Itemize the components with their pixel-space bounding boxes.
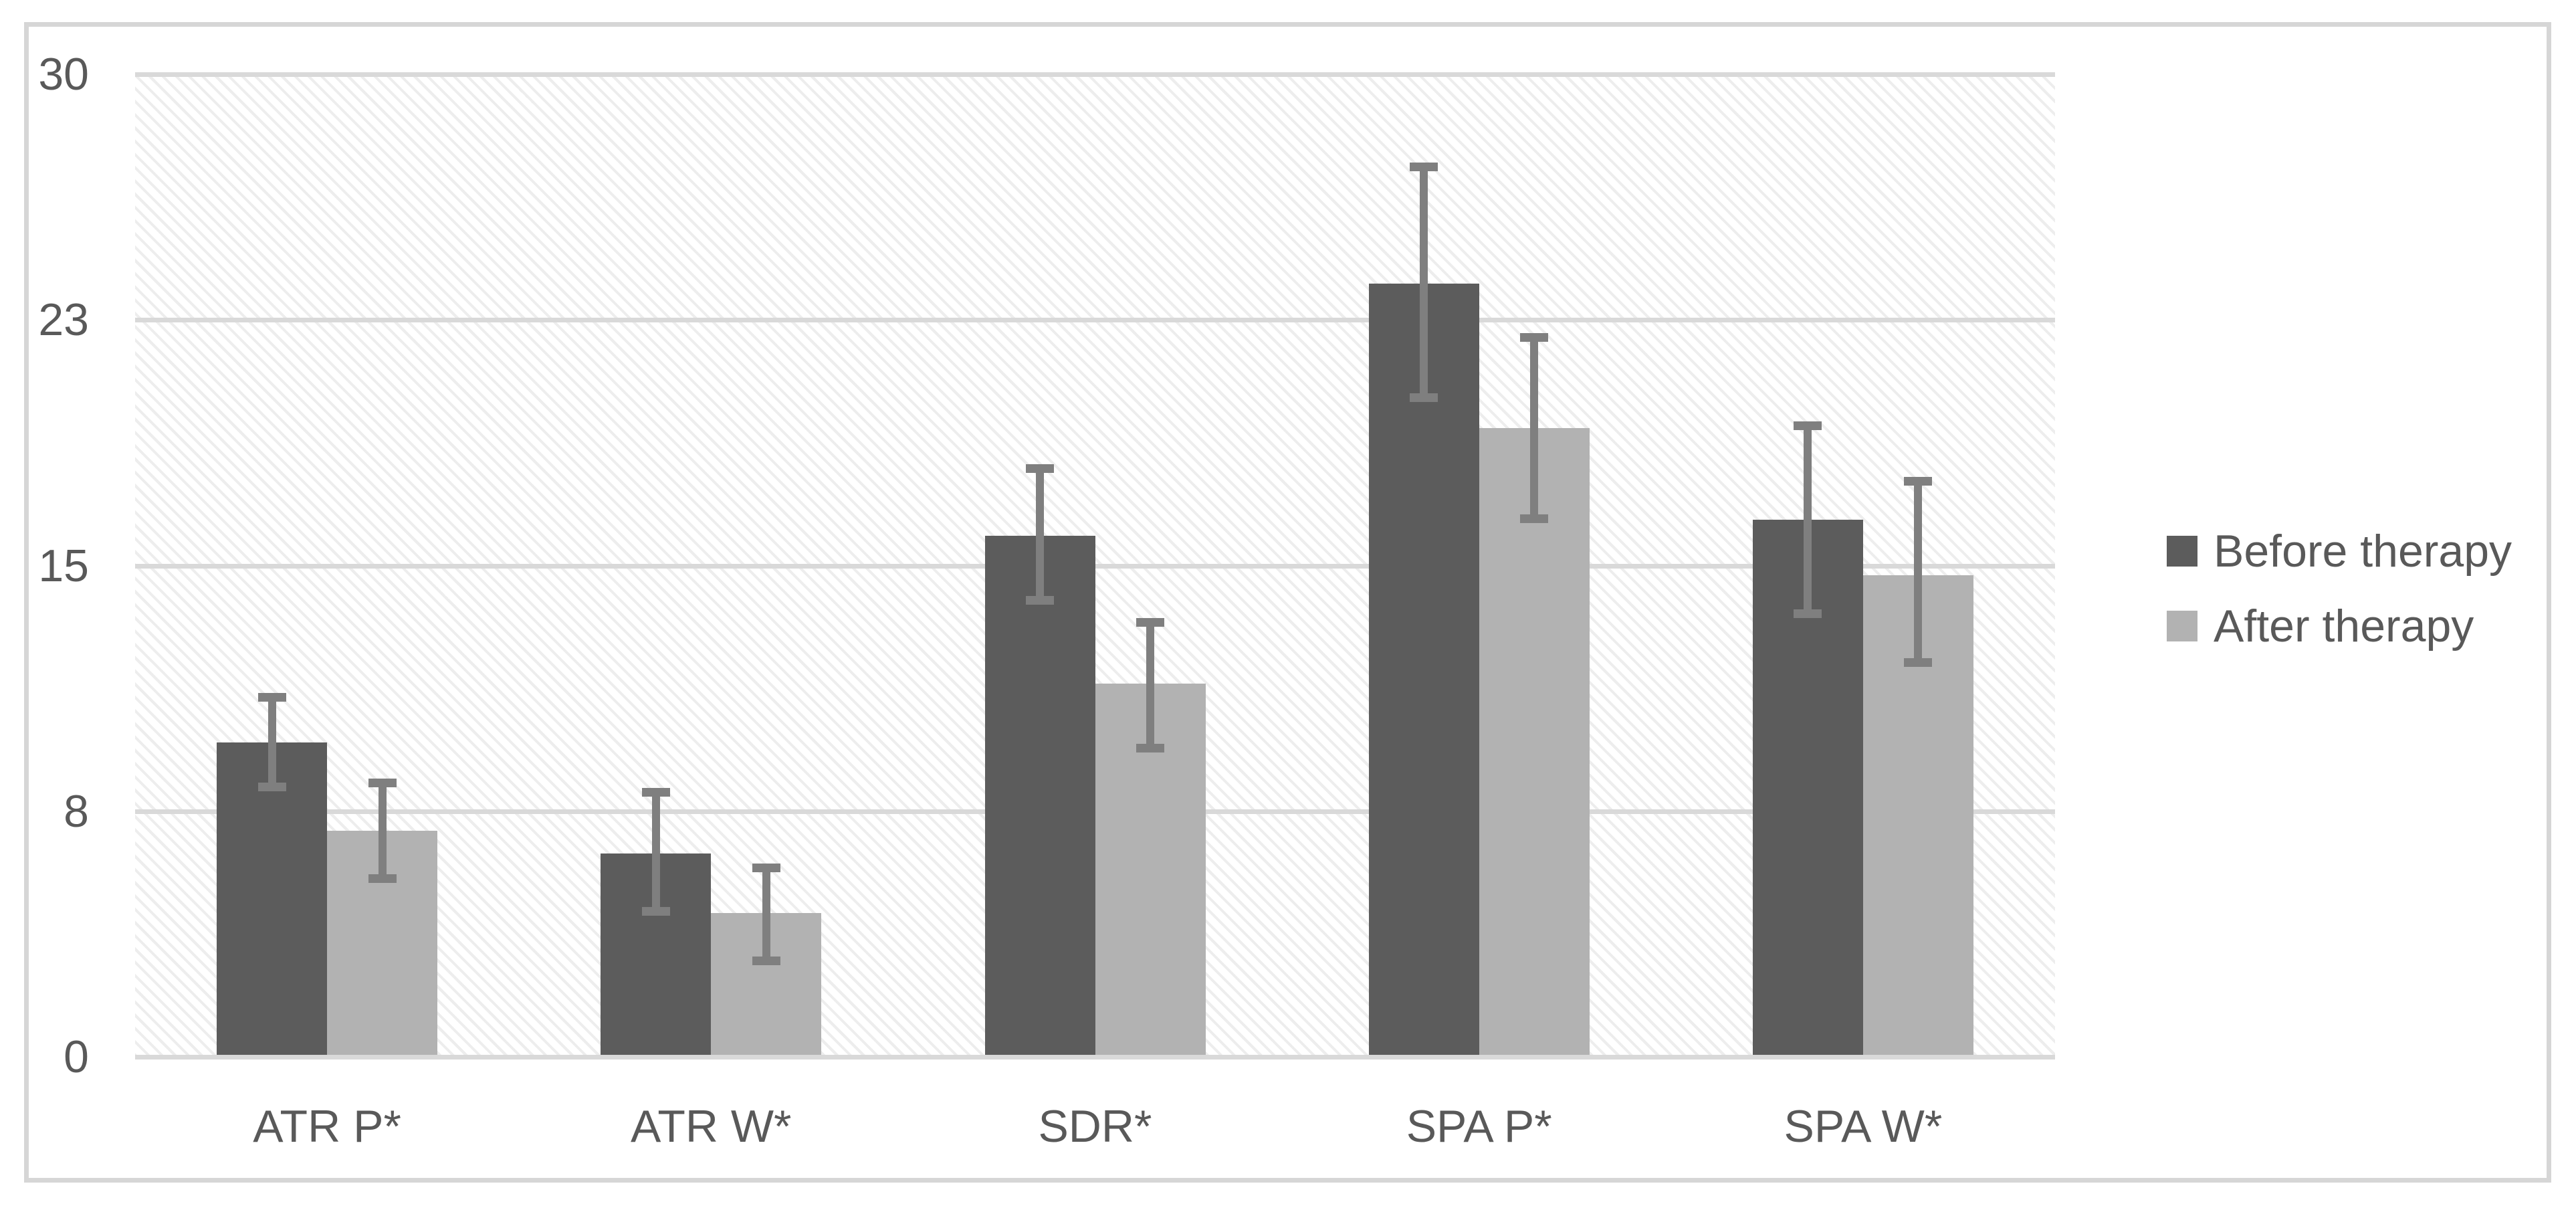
- x-category-label-2: ATR W*: [631, 1101, 792, 1152]
- error-bar-cap-bottom: [641, 907, 670, 916]
- error-bar-cap-top: [257, 693, 286, 702]
- error-bar-cap-top: [1520, 332, 1549, 342]
- error-bar-before-5: [1794, 421, 1822, 618]
- y-tick-label-8: 8: [64, 785, 89, 837]
- legend-label-after-therapy: After therapy: [2214, 601, 2474, 651]
- legend-swatch-after-therapy: [2167, 611, 2197, 641]
- bar-before-3: [984, 536, 1095, 1055]
- legend-entry-after-therapy: After therapy: [2167, 601, 2512, 651]
- error-bar-cap-bottom: [368, 874, 397, 884]
- error-bar-after-3: [1136, 617, 1164, 752]
- error-bar-cap-bottom: [257, 783, 286, 792]
- error-bar-after-1: [368, 778, 397, 884]
- error-bar-after-5: [1904, 477, 1933, 668]
- y-tick-label-15: 15: [38, 540, 89, 591]
- error-bar-line: [1420, 163, 1428, 402]
- error-bar-line: [378, 778, 387, 884]
- x-category-label-1: ATR P*: [253, 1101, 401, 1152]
- error-bar-line: [1804, 421, 1812, 618]
- error-bar-cap-bottom: [1520, 514, 1549, 523]
- y-tick-label-30: 30: [38, 49, 89, 100]
- error-bar-line: [1146, 617, 1154, 752]
- error-bar-cap-top: [1410, 163, 1438, 172]
- error-bar-cap-top: [368, 778, 397, 787]
- error-bar-line: [1036, 464, 1044, 605]
- error-bar-cap-bottom: [1794, 609, 1822, 618]
- error-bar-cap-top: [1794, 421, 1822, 431]
- legend-entry-before-therapy: Before therapy: [2167, 526, 2512, 577]
- legend: Before therapy After therapy: [2167, 526, 2512, 676]
- error-bar-cap-bottom: [1410, 393, 1438, 402]
- error-bar-cap-bottom: [752, 956, 780, 965]
- x-category-label-3: SDR*: [1038, 1101, 1152, 1152]
- x-category-label-4: SPA P*: [1406, 1101, 1552, 1152]
- y-tick-label-0: 0: [64, 1031, 89, 1082]
- y-tick-label-23: 23: [38, 294, 89, 346]
- bar-after-4: [1479, 427, 1590, 1055]
- error-bar-line: [762, 864, 770, 965]
- x-category-label-5: SPA W*: [1784, 1101, 1943, 1152]
- gridline-30: [135, 72, 2055, 77]
- error-bar-before-1: [257, 693, 286, 792]
- gridline-15: [135, 563, 2055, 569]
- error-bar-before-4: [1410, 163, 1438, 402]
- error-bar-after-4: [1520, 332, 1549, 523]
- error-bar-cap-top: [1904, 477, 1933, 486]
- error-bar-cap-top: [1026, 464, 1054, 473]
- gridline-0: [135, 1055, 2055, 1060]
- error-bar-line: [651, 788, 660, 916]
- legend-swatch-before-therapy: [2167, 536, 2197, 567]
- figure-border: [24, 22, 2551, 1183]
- gridline-23: [135, 318, 2055, 323]
- error-bar-cap-bottom: [1904, 658, 1933, 668]
- error-bar-cap-top: [641, 788, 670, 797]
- error-bar-cap-top: [752, 864, 780, 873]
- error-bar-before-2: [641, 788, 670, 916]
- error-bar-line: [267, 693, 276, 792]
- bar-before-4: [1368, 284, 1479, 1055]
- error-bar-cap-bottom: [1136, 743, 1164, 752]
- error-bar-line: [1914, 477, 1923, 668]
- plot-area: [135, 72, 2055, 1060]
- legend-label-before-therapy: Before therapy: [2214, 526, 2512, 577]
- error-bar-line: [1530, 332, 1539, 523]
- bar-before-1: [217, 742, 328, 1055]
- error-bar-cap-top: [1136, 617, 1164, 627]
- error-bar-cap-bottom: [1026, 596, 1054, 605]
- error-bar-after-2: [752, 864, 780, 965]
- error-bar-before-3: [1026, 464, 1054, 605]
